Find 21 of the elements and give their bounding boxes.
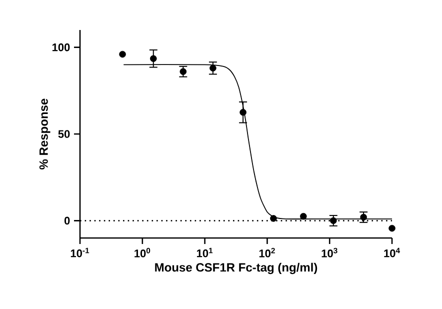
point xyxy=(388,224,396,232)
point xyxy=(240,108,246,116)
y-tick-label: 100 xyxy=(52,43,70,52)
x-tick-label: 10$^{-1}$ xyxy=(70,248,90,258)
point xyxy=(330,217,337,224)
x-axis-title: Mouse CSF1R Fc-tag (ng/ml) xyxy=(155,262,318,274)
x-tick-label: 10$^{4}$ xyxy=(384,248,400,258)
point xyxy=(119,50,126,58)
x-tick-label: 10$^{1}$ xyxy=(196,248,213,258)
x-tick-label: 10$^{2}$ xyxy=(259,248,275,258)
x-tick-label: 10$^{3}$ xyxy=(322,248,338,258)
point xyxy=(150,55,157,62)
point xyxy=(360,214,367,221)
y-tick-label: 0 xyxy=(64,216,70,225)
point xyxy=(180,68,187,75)
point xyxy=(210,64,216,72)
point xyxy=(270,215,277,222)
y-axis-title: % Response xyxy=(39,98,50,170)
point xyxy=(300,212,307,220)
x-tick-label: 10$^{0}$ xyxy=(134,248,150,258)
y-tick-label: 50 xyxy=(58,130,70,138)
